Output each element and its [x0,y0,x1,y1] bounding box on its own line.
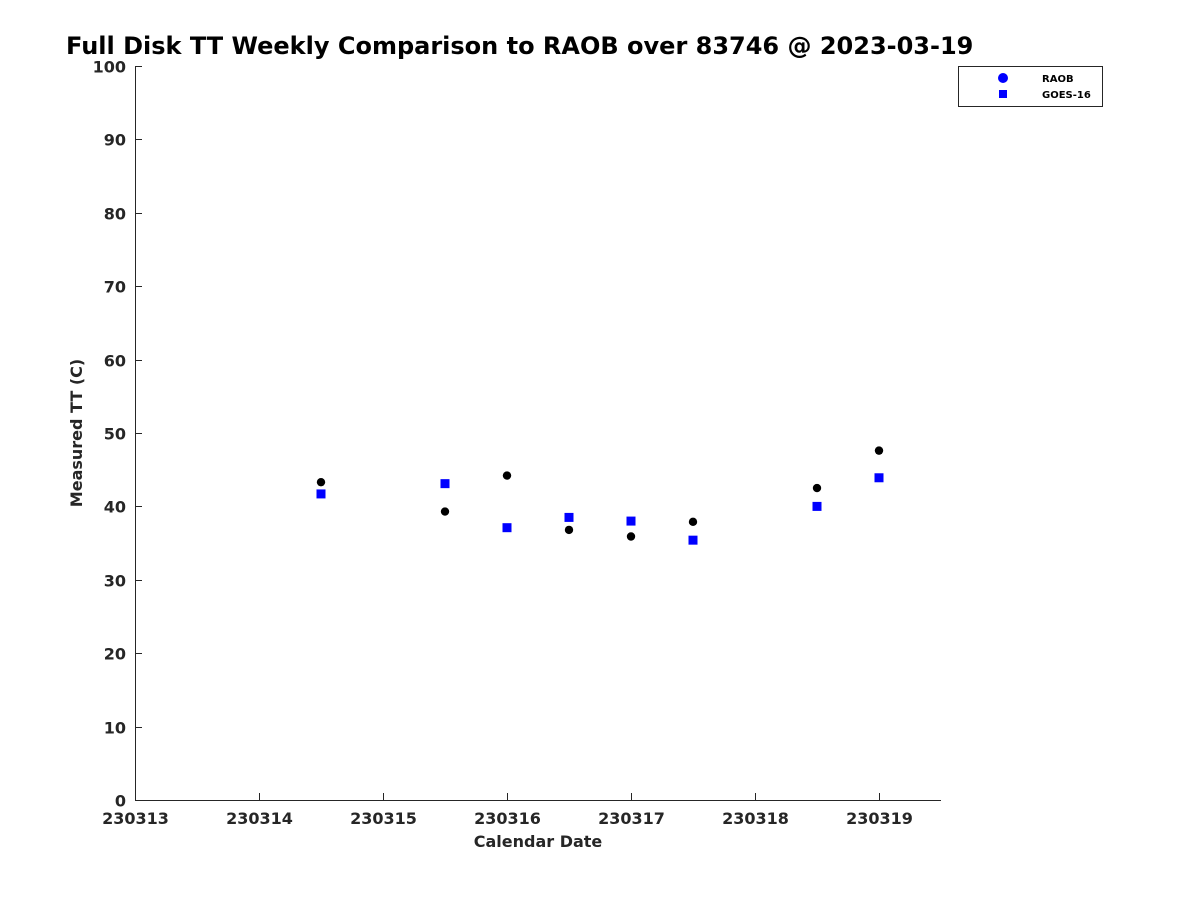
data-point-raob [316,477,326,487]
y-tick-label: 50 [104,425,126,444]
data-point-raob [812,483,822,493]
data-point-raob [874,446,884,455]
data-point-goes [688,535,698,545]
y-tick-label: 80 [104,205,126,224]
y-tick-label: 90 [104,131,126,150]
x-tick-label: 230313 [102,809,169,828]
x-axis-ticks: 230313 230314 230315 230316 230317 230318 2303… [102,793,913,828]
data-series [316,446,884,545]
legend-label: RAOB [1042,74,1074,85]
y-axis-label: Measured TT (C) [67,359,86,507]
y-tick-label: 60 [104,352,126,371]
data-point-goes [316,489,326,499]
x-tick-label: 230314 [226,809,293,828]
data-point-goes [502,523,512,533]
legend: RAOB GOES-16 [958,66,1103,107]
y-tick-label: 0 [115,792,126,811]
y-tick-label: 100 [93,58,126,77]
y-tick-label: 20 [104,645,126,664]
y-tick-label: 30 [104,572,126,591]
data-point-raob [688,517,698,527]
chart-title: Full Disk TT Weekly Comparison to RAOB o… [66,32,973,60]
data-point-raob [502,471,512,480]
series-goes-16 [316,473,884,545]
x-tick-label: 230316 [474,809,541,828]
legend-marker-square [999,90,1007,98]
x-axis-label: Calendar Date [474,832,603,851]
x-tick-label: 230319 [846,809,913,828]
y-tick-label: 40 [104,498,126,517]
data-point-goes [812,501,822,511]
y-tick-label: 70 [104,278,126,297]
legend-box [958,66,1103,107]
y-axis-ticks: 0 10 20 30 40 50 60 70 80 90 100 [93,58,142,811]
x-tick-label: 230315 [350,809,417,828]
data-point-goes [440,479,450,489]
legend-marker-circle [998,73,1008,83]
data-point-raob [564,525,574,535]
data-point-raob [440,507,450,516]
y-tick-label: 10 [104,719,126,738]
data-point-goes [626,516,636,526]
series-raob [316,446,884,541]
legend-label: GOES-16 [1042,90,1091,101]
data-point-goes [874,473,884,483]
data-point-goes [564,512,574,522]
x-tick-label: 230318 [722,809,789,828]
data-point-raob [626,532,636,541]
x-tick-label: 230317 [598,809,665,828]
